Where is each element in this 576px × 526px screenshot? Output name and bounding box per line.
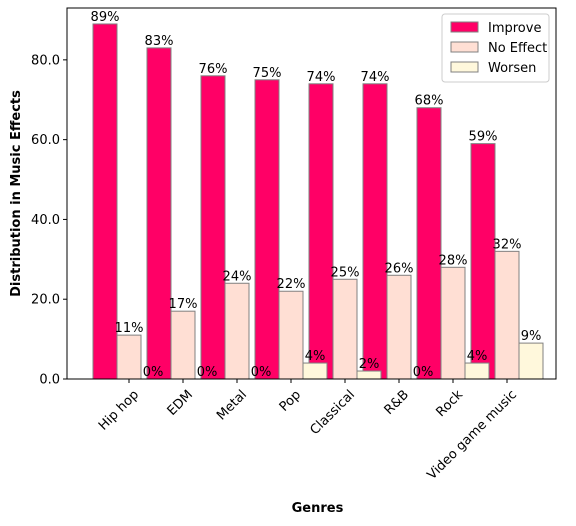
x-tick-label-rock: Rock bbox=[433, 387, 466, 420]
bar-value-label: 0% bbox=[143, 365, 164, 380]
legend-swatch-improve bbox=[450, 21, 479, 33]
bar-value-label: 76% bbox=[199, 62, 228, 77]
bar-worsen-classical bbox=[356, 370, 382, 380]
x-tick-label-metal: Metal bbox=[214, 387, 250, 423]
bar-no-effect-classical bbox=[332, 278, 358, 380]
bar-improve-rock bbox=[416, 107, 442, 380]
x-tick-label-edm: EDM bbox=[165, 387, 196, 418]
bar-worsen-rock bbox=[464, 362, 490, 380]
bar-value-label: 2% bbox=[359, 357, 380, 372]
bar-value-label: 0% bbox=[197, 365, 218, 380]
bar-improve-metal bbox=[200, 75, 226, 380]
bar-value-label: 68% bbox=[415, 94, 444, 109]
x-tick-label-pop: Pop bbox=[277, 387, 304, 414]
bar-no-effect-video-game-music bbox=[494, 250, 520, 380]
bar-value-label: 26% bbox=[385, 261, 414, 276]
bar-no-effect-hip-hop bbox=[116, 334, 142, 380]
bar-value-label: 28% bbox=[439, 253, 468, 268]
y-tick-label: 0.0 bbox=[39, 373, 60, 388]
bar-value-label: 9% bbox=[521, 329, 542, 344]
bar-no-effect-r-b bbox=[386, 274, 412, 380]
legend-label-worsen: Worsen bbox=[488, 61, 536, 76]
y-axis: 0.0 20.0 40.0 60.0 80.0 bbox=[31, 53, 67, 388]
legend-label-no-effect: No Effect bbox=[488, 41, 547, 56]
y-tick-label: 60.0 bbox=[31, 133, 60, 148]
bars-group bbox=[92, 23, 544, 380]
y-tick-label: 80.0 bbox=[31, 53, 60, 68]
legend-swatch-worsen bbox=[450, 61, 479, 73]
x-tick-label-r-b: R&B bbox=[382, 387, 412, 417]
bar-value-label: 4% bbox=[305, 349, 326, 364]
bar-no-effect-metal bbox=[224, 282, 250, 380]
bar-improve-pop bbox=[254, 79, 280, 380]
bar-value-label: 74% bbox=[307, 70, 336, 85]
bar-value-label: 89% bbox=[91, 10, 120, 25]
bar-worsen-video-game-music bbox=[518, 342, 544, 380]
bar-worsen-pop bbox=[302, 362, 328, 380]
x-axis: Hip hop EDM Metal Pop Classical R&B RockVideo … bbox=[96, 379, 520, 483]
y-tick-label: 20.0 bbox=[31, 293, 60, 308]
bar-value-label: 11% bbox=[115, 321, 144, 336]
bar-improve-edm bbox=[146, 47, 172, 380]
bar-improve-classical bbox=[308, 83, 334, 380]
bar-value-label: 25% bbox=[331, 265, 360, 280]
bar-value-label: 22% bbox=[277, 277, 306, 292]
x-tick-label-video-game-music: Video game music bbox=[425, 387, 520, 482]
bar-value-label: 74% bbox=[361, 70, 390, 85]
legend-label-improve: Improve bbox=[488, 21, 541, 36]
bar-value-label: 24% bbox=[223, 269, 252, 284]
bar-no-effect-rock bbox=[440, 266, 466, 380]
bar-value-label: 75% bbox=[253, 66, 282, 81]
bar-improve-video-game-music bbox=[470, 143, 496, 380]
bar-improve-r-b bbox=[362, 83, 388, 380]
x-tick-label-hip-hop: Hip hop bbox=[96, 387, 142, 433]
bar-value-label: 32% bbox=[493, 237, 522, 252]
bar-value-label: 4% bbox=[467, 349, 488, 364]
legend-swatch-no-effect bbox=[450, 41, 479, 53]
plot-frame bbox=[66, 7, 557, 380]
x-tick-label-classical: Classical bbox=[307, 387, 358, 438]
y-axis-label: Distribution in Music Effects bbox=[9, 90, 24, 297]
bar-improve-hip-hop bbox=[92, 23, 118, 380]
bar-labels-group: 89% 83% 76% 75% 74% 74% 68% 59% 11% 17% 24% 22% 25% 2… bbox=[91, 10, 542, 380]
bar-no-effect-edm bbox=[170, 310, 196, 380]
legend: Improve No Effect Worsen bbox=[441, 13, 550, 83]
bar-no-effect-pop bbox=[278, 290, 304, 380]
y-tick-label: 40.0 bbox=[31, 213, 60, 228]
x-axis-label: Genres bbox=[292, 501, 344, 516]
bar-value-label: 0% bbox=[413, 365, 434, 380]
bar-value-label: 83% bbox=[145, 34, 174, 49]
bar-value-label: 0% bbox=[251, 365, 272, 380]
bar-value-label: 17% bbox=[169, 297, 198, 312]
bar-value-label: 59% bbox=[469, 130, 498, 145]
